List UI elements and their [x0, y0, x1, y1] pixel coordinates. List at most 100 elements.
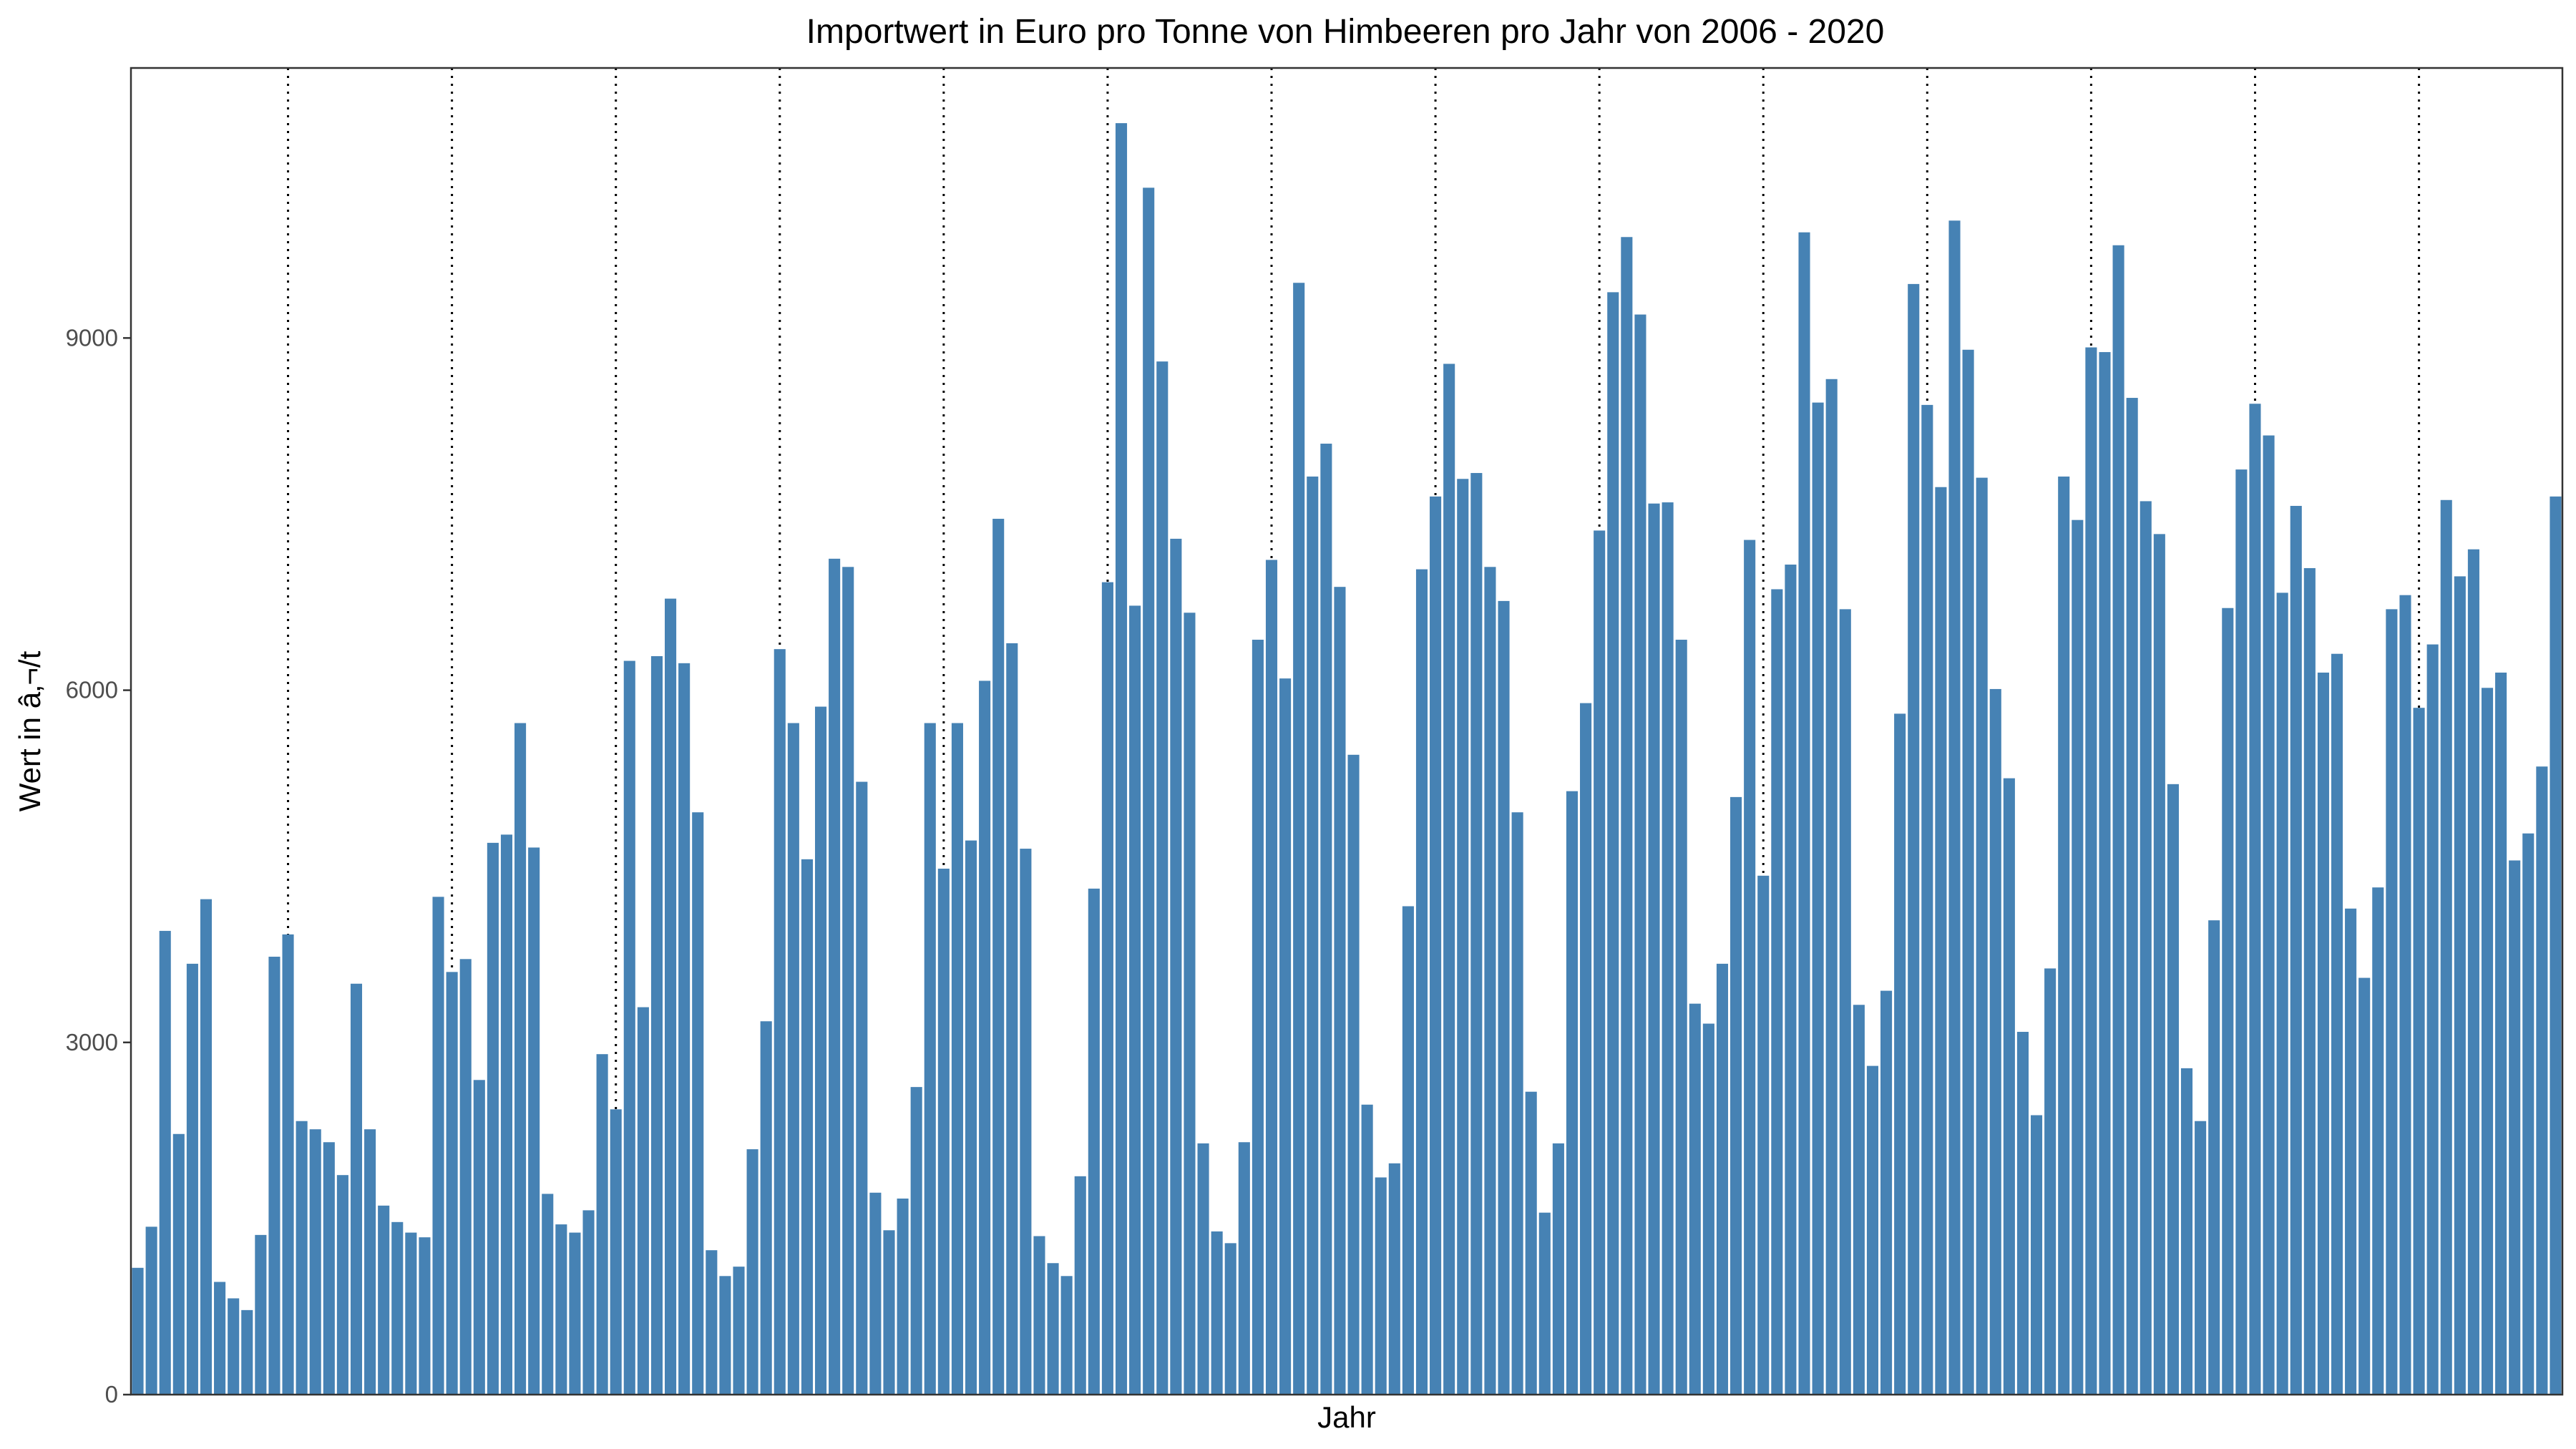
bar — [1415, 569, 1428, 1395]
bar — [2495, 672, 2507, 1395]
bar — [2126, 398, 2138, 1395]
bar — [459, 959, 472, 1395]
bar — [2550, 496, 2562, 1395]
bar — [2331, 653, 2343, 1395]
bar — [1498, 600, 1510, 1395]
bar — [1989, 688, 2001, 1395]
bar — [774, 649, 786, 1395]
bar — [569, 1232, 581, 1395]
bar — [1184, 613, 1196, 1395]
bar — [1825, 379, 1838, 1395]
bar — [965, 840, 977, 1395]
bar — [2399, 595, 2411, 1395]
bar — [1388, 1163, 1400, 1395]
bar — [1798, 232, 1810, 1395]
bar — [2303, 567, 2316, 1395]
x-axis-label: Jahr — [1317, 1400, 1376, 1434]
bar — [1265, 560, 1278, 1395]
bar — [268, 957, 280, 1395]
bar — [1238, 1142, 1250, 1395]
y-tick-label: 3000 — [66, 1029, 118, 1055]
bar — [200, 899, 213, 1395]
bar — [842, 567, 854, 1395]
bar — [992, 519, 1005, 1395]
bar — [1197, 1143, 1209, 1395]
bar — [829, 558, 841, 1395]
bar — [623, 660, 635, 1395]
bar — [678, 663, 691, 1395]
bar — [2454, 576, 2466, 1395]
bar — [2426, 644, 2439, 1395]
y-axis: 0 3000 6000 9000 — [66, 324, 131, 1407]
bar — [1006, 643, 1018, 1395]
bar — [241, 1309, 253, 1395]
bar — [1607, 292, 1619, 1395]
bar — [1812, 402, 1824, 1395]
bar — [1074, 1176, 1086, 1395]
bar — [1962, 349, 1974, 1395]
bar — [1484, 567, 1496, 1395]
bar — [2003, 778, 2015, 1395]
bar — [733, 1267, 745, 1395]
bar — [787, 723, 799, 1395]
bar — [1866, 1065, 1879, 1395]
bar — [1552, 1143, 1564, 1395]
bar — [364, 1129, 376, 1395]
bar — [2153, 534, 2165, 1395]
bar — [1716, 963, 1729, 1395]
bar — [706, 1250, 718, 1395]
bar — [979, 680, 991, 1395]
bar — [1347, 754, 1360, 1395]
bar — [637, 1007, 649, 1395]
bar — [2290, 505, 2302, 1395]
bar — [132, 1267, 144, 1395]
bar — [897, 1199, 909, 1395]
bar — [405, 1232, 417, 1395]
bar — [1634, 314, 1646, 1395]
bar — [446, 972, 458, 1395]
bar — [323, 1142, 335, 1395]
bar — [487, 842, 499, 1395]
bar — [1621, 237, 1633, 1395]
bar — [172, 1133, 185, 1395]
bar — [1320, 444, 1332, 1395]
bar — [2413, 708, 2425, 1395]
bar — [378, 1205, 390, 1395]
bar — [1252, 640, 1264, 1395]
bar — [2167, 784, 2179, 1395]
bar — [910, 1087, 922, 1395]
bar — [2317, 672, 2329, 1395]
bar — [2112, 245, 2124, 1395]
bar — [1033, 1236, 1045, 1395]
plot-panel-border — [130, 67, 2564, 1396]
bar — [2099, 352, 2111, 1395]
bar — [2180, 1068, 2193, 1395]
bar — [1648, 503, 1660, 1395]
bar — [350, 983, 363, 1395]
bar — [159, 930, 171, 1395]
bar — [2085, 347, 2097, 1395]
bar — [336, 1175, 348, 1395]
bar — [1675, 640, 1687, 1395]
bar — [1580, 703, 1592, 1395]
bar — [1129, 605, 1141, 1395]
y-tick-label: 0 — [105, 1381, 118, 1407]
bar — [1375, 1177, 1387, 1395]
bar — [1430, 496, 1442, 1395]
bar — [1457, 479, 1469, 1395]
bar — [1702, 1023, 1714, 1395]
bar — [1744, 540, 1756, 1395]
year-separators — [287, 68, 2421, 1395]
bar — [1020, 849, 1032, 1395]
bar — [1921, 404, 1933, 1395]
bar — [1088, 888, 1100, 1395]
bar — [1908, 283, 1920, 1395]
bar — [1566, 791, 1579, 1395]
bar — [1143, 187, 1155, 1395]
bar — [2044, 968, 2057, 1395]
bar — [719, 1276, 731, 1395]
bar — [1470, 473, 1483, 1395]
bar — [2509, 860, 2521, 1395]
bar — [2195, 1121, 2207, 1395]
